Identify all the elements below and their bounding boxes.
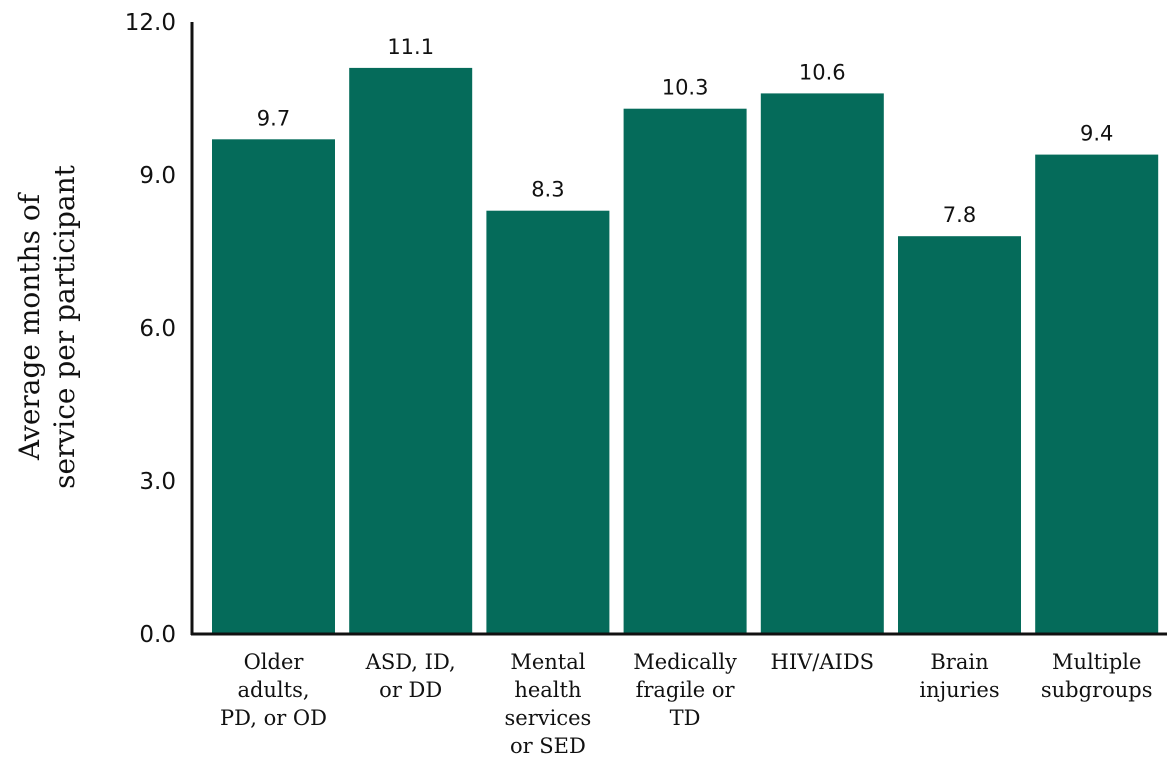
y-tick-label: 12.0 bbox=[125, 10, 176, 36]
bar bbox=[349, 67, 473, 634]
bar bbox=[760, 93, 884, 634]
category-label-line: fragile or bbox=[636, 678, 736, 702]
category-label-line: ASD, ID, bbox=[365, 650, 456, 674]
y-axis-ticks: 0.0 3.0 6.0 9.0 12.0 bbox=[125, 10, 176, 648]
category-label-line: Older bbox=[244, 650, 305, 674]
data-labels: 9.7 11.1 8.3 10.3 10.6 7.8 9.4 bbox=[257, 35, 1114, 227]
bar-value-label: 9.4 bbox=[1080, 122, 1113, 146]
bar bbox=[1035, 154, 1159, 634]
category-label: HIV/AIDS bbox=[771, 650, 875, 674]
y-tick-label: 9.0 bbox=[139, 163, 176, 189]
bar-value-label: 11.1 bbox=[387, 35, 434, 59]
bar-value-label: 10.3 bbox=[662, 76, 709, 100]
bar bbox=[486, 210, 610, 634]
category-label: Older adults, PD, or OD bbox=[220, 650, 327, 730]
bar-value-label: 7.8 bbox=[943, 203, 976, 227]
y-axis-title: Average months ofservice per participant bbox=[13, 164, 81, 489]
category-label-line: PD, or OD bbox=[220, 706, 327, 730]
category-label-line: Brain bbox=[930, 650, 988, 674]
bar-value-label: 10.6 bbox=[799, 60, 846, 84]
y-tick-label: 3.0 bbox=[139, 469, 176, 495]
category-label: Mental health services or SED bbox=[505, 650, 592, 758]
category-label: Medically fragile or TD bbox=[633, 650, 737, 730]
category-label-line: Mental bbox=[510, 650, 585, 674]
y-axis-label-line: Average months of bbox=[13, 191, 46, 461]
category-label-line: or DD bbox=[379, 678, 442, 702]
category-label: Brain injuries bbox=[919, 650, 999, 702]
category-label-line: services bbox=[505, 706, 592, 730]
category-label: Multiple subgroups bbox=[1041, 650, 1153, 702]
category-label-line: injuries bbox=[919, 678, 999, 702]
bar bbox=[212, 139, 335, 635]
bar bbox=[623, 108, 747, 634]
category-label-line: subgroups bbox=[1041, 678, 1153, 702]
category-label-line: Multiple bbox=[1052, 650, 1142, 674]
y-axis-label-line: service per participant bbox=[48, 164, 81, 489]
bar bbox=[898, 236, 1021, 634]
category-label-line: health bbox=[514, 678, 581, 702]
bars bbox=[212, 67, 1159, 635]
category-label-line: Medically bbox=[633, 650, 737, 674]
y-axis-label: Average months ofservice per participant bbox=[13, 164, 81, 489]
category-label-line: adults, bbox=[237, 678, 309, 702]
bar-value-label: 8.3 bbox=[531, 178, 564, 202]
category-label-line: or SED bbox=[510, 734, 586, 758]
bar-value-label: 9.7 bbox=[257, 106, 290, 130]
category-label: ASD, ID, or DD bbox=[365, 650, 456, 702]
category-label-line: HIV/AIDS bbox=[771, 650, 875, 674]
y-tick-label: 6.0 bbox=[139, 316, 176, 342]
category-label-line: TD bbox=[670, 706, 701, 730]
y-tick-label: 0.0 bbox=[139, 622, 176, 648]
category-labels: Older adults, PD, or OD ASD, ID, or DD Mental… bbox=[220, 650, 1153, 758]
